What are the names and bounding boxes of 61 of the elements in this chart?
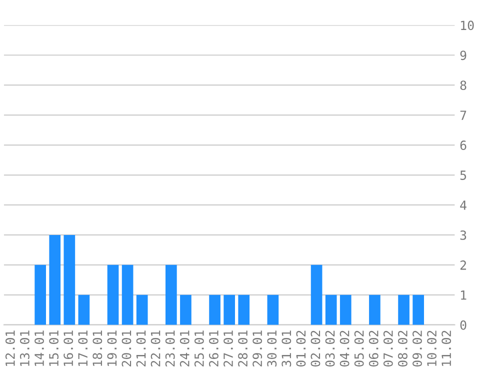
x-tick-label: 08.02 [398,330,408,367]
y-tick-label: 0 [460,320,466,330]
x-tick-label: 24.01 [180,330,190,366]
x-tick-label: 14.01 [34,330,44,366]
x-tick-label: 04.02 [340,330,350,367]
x-tick-label: 01.02 [296,330,306,367]
x-tick-label: 06.02 [368,330,378,367]
bar [209,294,220,325]
bar [325,294,337,325]
bar [34,264,46,325]
x-tick-label: 07.02 [383,330,393,367]
y-tick-label: 2 [460,260,466,270]
x-tick-label: 19.01 [107,330,117,366]
x-tick-label: 09.02 [412,330,422,367]
x-tick-label: 29.01 [252,330,262,366]
bar [107,264,119,325]
bar [136,294,148,325]
bar [64,234,76,325]
bar [310,264,322,325]
bar [180,294,192,325]
bar [369,294,380,325]
x-tick-label: 11.02 [442,330,452,366]
x-tick-label: 27.01 [224,330,233,366]
bar [412,294,424,325]
x-tick-label: 21.01 [136,330,146,366]
y-tick-label: 3 [460,230,466,240]
y-tick-label: 6 [460,140,466,150]
x-tick-label: 16.01 [64,330,74,366]
x-tick-label: 18.01 [92,330,102,366]
x-tick-label: 15.01 [49,330,59,366]
x-tick-label: 10.02 [427,330,437,366]
x-tick-label: 26.01 [208,330,218,366]
x-tick-label: 28.01 [238,330,248,366]
x-tick-label: 30.01 [267,330,277,367]
y-tick-label: 8 [460,80,466,90]
bar [340,294,352,325]
x-tick-label: 13.01 [20,330,30,366]
y-tick-label: 5 [460,170,466,180]
bar [224,294,235,325]
y-tick-label: 4 [460,200,466,210]
bar [267,294,279,325]
bar [49,234,61,325]
y-tick-label: 9 [460,50,466,60]
x-tick-label: 05.02 [354,330,364,367]
x-tick-label: 17.01 [78,330,88,366]
bar [166,264,177,325]
y-tick-label: 1 [461,290,466,300]
bar [122,264,134,325]
bar [398,294,410,325]
x-tick-label: 12.01 [5,330,15,366]
x-tick-label: 31.01 [282,330,292,367]
bar [78,294,90,325]
bar [238,294,250,325]
y-tick-label: 7 [460,110,466,120]
x-tick-label: 20.01 [122,330,132,366]
x-tick-label: 25.01 [194,330,204,366]
x-tick-label: 23.01 [165,330,175,366]
y-tick-label: 10 [461,20,474,30]
x-tick-label: 03.02 [325,330,335,367]
x-tick-label: 22.01 [150,330,160,366]
x-tick-label: 02.02 [310,330,320,367]
